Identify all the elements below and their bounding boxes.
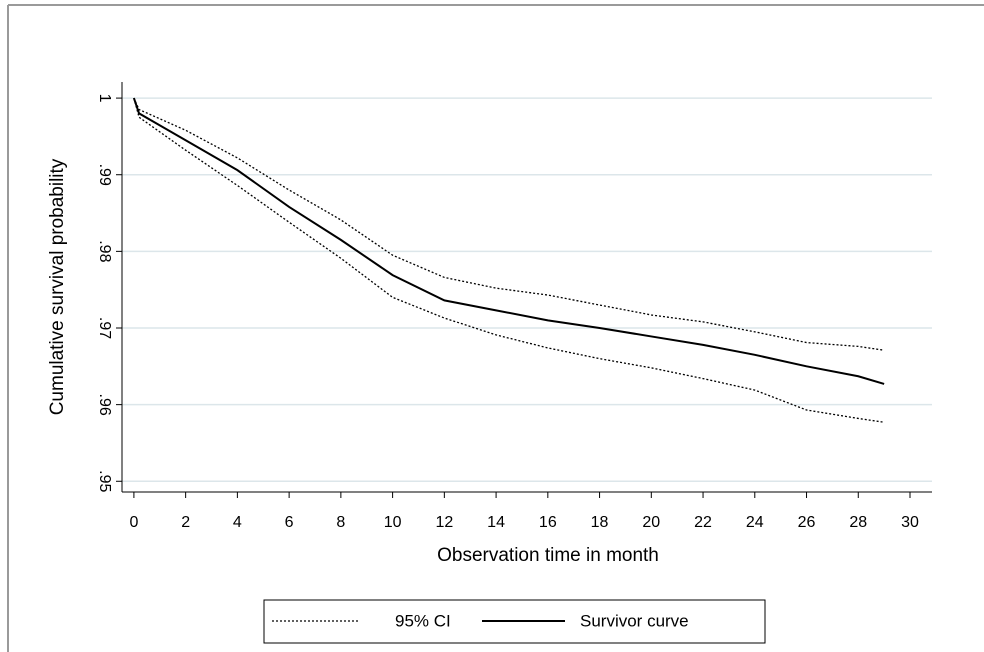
survivor-line bbox=[132, 97, 885, 385]
x-axis-title: Observation time in month bbox=[437, 545, 659, 566]
x-tick-label: 20 bbox=[642, 514, 660, 531]
x-tick-label: 6 bbox=[285, 514, 294, 531]
x-tick-label: 16 bbox=[539, 514, 557, 531]
x-tick-label: 4 bbox=[233, 514, 242, 531]
x-tick-label: 14 bbox=[487, 514, 505, 531]
y-tick-label: .96 bbox=[96, 394, 113, 416]
x-tick-label: 24 bbox=[746, 514, 764, 531]
legend-label: 95% CI bbox=[395, 611, 451, 630]
x-tick-label: 8 bbox=[336, 514, 345, 531]
y-tick-label: 1 bbox=[96, 94, 113, 103]
y-tick-label: .98 bbox=[96, 240, 113, 262]
x-tick-label: 18 bbox=[591, 514, 609, 531]
x-tick-label: 2 bbox=[181, 514, 190, 531]
legend-label: Survivor curve bbox=[580, 611, 689, 630]
x-tick-label: 30 bbox=[901, 514, 919, 531]
y-axis-title: Cumulative survival probability bbox=[47, 158, 68, 415]
x-tick-label: 28 bbox=[849, 514, 867, 531]
x-tick-label: 10 bbox=[384, 514, 402, 531]
x-tick-label: 22 bbox=[694, 514, 712, 531]
ci-line bbox=[133, 97, 885, 423]
y-tick-label: .97 bbox=[96, 317, 113, 339]
y-tick-label: .95 bbox=[96, 470, 113, 492]
x-tick-label: 0 bbox=[129, 514, 138, 531]
x-tick-label: 26 bbox=[798, 514, 816, 531]
y-tick-label: .99 bbox=[96, 164, 113, 186]
x-tick-label: 12 bbox=[435, 514, 453, 531]
